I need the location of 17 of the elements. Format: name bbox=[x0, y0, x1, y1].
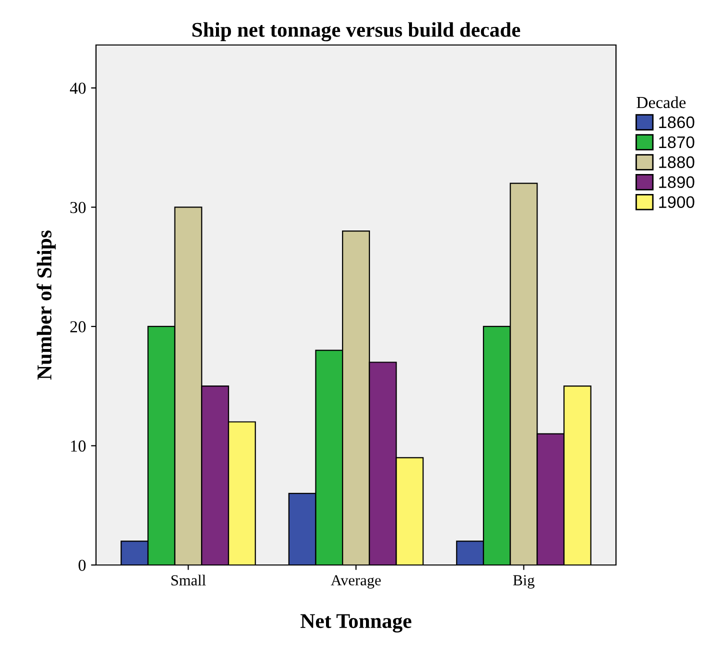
y-axis-title: Number of Ships bbox=[36, 230, 56, 380]
legend-label: 1860 bbox=[659, 116, 694, 128]
x-tick-label: Average bbox=[330, 575, 381, 589]
chart-title: Ship net tonnage versus build decade bbox=[192, 22, 520, 42]
x-tick-label: Big bbox=[513, 575, 534, 589]
legend-label: 1900 bbox=[659, 196, 694, 208]
legend-label: 1890 bbox=[659, 176, 694, 188]
legend-label: 1870 bbox=[659, 136, 694, 148]
legend-title: Decade bbox=[636, 96, 686, 108]
legend-label: 1880 bbox=[659, 156, 694, 168]
x-tick-label: Small bbox=[171, 574, 206, 586]
y-tick-label: 40 bbox=[70, 82, 86, 94]
y-tick-label: 30 bbox=[70, 202, 86, 214]
x-axis-title: Net Tonnage bbox=[300, 614, 412, 632]
y-tick-label: 20 bbox=[70, 321, 86, 332]
y-tick-label: 0 bbox=[78, 560, 86, 571]
y-tick-label: 10 bbox=[71, 440, 86, 452]
